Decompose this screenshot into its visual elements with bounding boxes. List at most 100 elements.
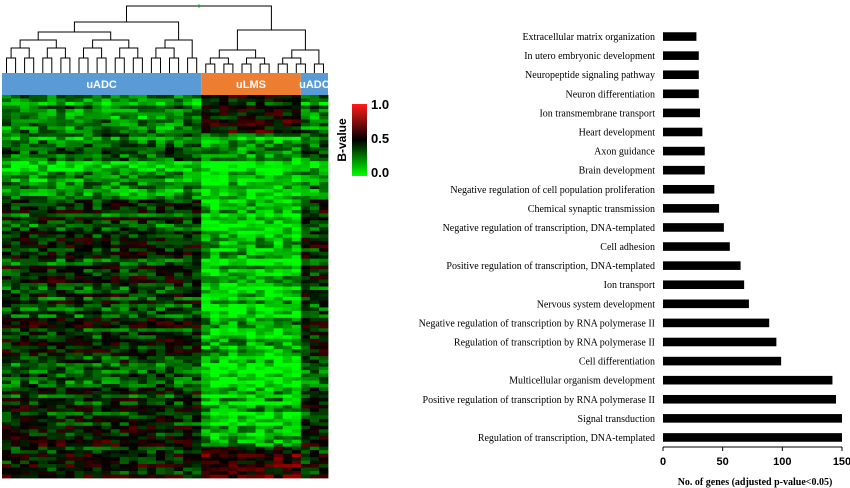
heatmap-cell: [246, 161, 256, 166]
heatmap-cell: [29, 328, 39, 333]
heatmap-cell: [56, 471, 66, 475]
heatmap-cell: [255, 150, 266, 155]
category-label: Positive regulation of transcription, DN…: [446, 261, 655, 272]
heatmap-cell: [155, 122, 166, 127]
heatmap-cell: [282, 394, 293, 399]
heatmap-cell: [309, 216, 320, 221]
heatmap-cell: [29, 289, 39, 294]
heatmap-cell: [300, 276, 311, 280]
heatmap-cell: [219, 429, 229, 434]
category-label: Regulation of transcription, DNA-templat…: [478, 433, 655, 444]
heatmap-cell: [210, 373, 220, 378]
heatmap-cell: [219, 147, 229, 152]
heatmap-cell: [183, 115, 193, 120]
heatmap-cell: [11, 432, 21, 437]
heatmap-cell: [246, 182, 256, 186]
heatmap-cell: [155, 331, 166, 336]
heatmap-cell: [282, 373, 293, 378]
heatmap-cell: [20, 300, 30, 305]
heatmap-cell: [309, 279, 320, 284]
heatmap-cell: [137, 338, 148, 343]
heatmap-cell: [47, 303, 57, 308]
heatmap-cell: [56, 199, 66, 204]
heatmap-cell: [174, 136, 184, 141]
heatmap-cell: [74, 377, 84, 381]
heatmap-cell: [56, 122, 66, 127]
heatmap-cell: [264, 136, 275, 141]
heatmap-cell: [110, 359, 121, 364]
heatmap-cell: [192, 394, 202, 399]
heatmap-cell: [228, 394, 238, 399]
heatmap-cell: [38, 439, 48, 444]
heatmap-cell: [2, 331, 12, 336]
heatmap-cell: [246, 390, 256, 395]
heatmap-cell: [146, 425, 157, 430]
heatmap-cell: [92, 133, 103, 138]
heatmap-cell: [29, 310, 39, 315]
heatmap-cell: [11, 175, 21, 179]
heatmap-cell: [92, 126, 103, 131]
heatmap-cell: [92, 216, 103, 221]
heatmap-cell: [210, 202, 220, 207]
heatmap-cell: [29, 394, 39, 399]
heatmap-cell: [174, 248, 184, 253]
heatmap-cell: [101, 202, 112, 207]
heatmap-cell: [11, 321, 21, 326]
heatmap-cell: [264, 349, 275, 354]
heatmap-cell: [201, 436, 211, 441]
heatmap-cell: [309, 244, 320, 249]
dendrogram-branch: [24, 57, 35, 73]
heatmap-cell: [246, 248, 256, 253]
heatmap-cell: [309, 464, 320, 468]
heatmap-cell: [110, 115, 121, 120]
heatmap-cell: [192, 373, 202, 378]
heatmap-cell: [192, 342, 202, 347]
heatmap-cell: [237, 394, 247, 399]
bar: [663, 299, 749, 309]
heatmap-cell: [11, 450, 21, 455]
heatmap-cell: [155, 237, 166, 242]
heatmap-cell: [65, 443, 75, 448]
heatmap-cell: [137, 140, 148, 145]
heatmap-cell: [246, 150, 256, 155]
heatmap-cell: [264, 321, 275, 326]
heatmap-cell: [83, 234, 93, 239]
heatmap-cell: [318, 436, 329, 441]
heatmap-cell: [20, 453, 30, 458]
heatmap-cell: [201, 251, 211, 256]
heatmap-cell: [210, 251, 220, 256]
heatmap-cell: [165, 157, 175, 162]
heatmap-cell: [119, 150, 130, 155]
heatmap-cell: [29, 199, 39, 204]
heatmap-cell: [282, 380, 293, 385]
heatmap-cell: [47, 425, 57, 430]
heatmap-cell: [146, 206, 157, 211]
heatmap-cell: [29, 202, 39, 207]
heatmap-cell: [74, 279, 84, 284]
heatmap-cell: [228, 129, 238, 134]
heatmap-cell: [2, 147, 12, 152]
heatmap-cell: [137, 335, 148, 340]
heatmap-cell: [137, 457, 148, 461]
heatmap-cell: [291, 269, 302, 273]
heatmap-cell: [264, 168, 275, 172]
heatmap-cell: [92, 307, 103, 312]
heatmap-cell: [119, 95, 130, 99]
heatmap-cell: [309, 317, 320, 322]
heatmap-cell: [74, 237, 84, 242]
heatmap-cell: [273, 415, 284, 420]
heatmap-cell: [183, 230, 193, 235]
heatmap-cell: [309, 168, 320, 172]
heatmap-cell: [309, 394, 320, 399]
heatmap-cell: [38, 415, 48, 420]
heatmap-cell: [255, 154, 266, 159]
heatmap-cell: [101, 359, 112, 364]
heatmap-cell: [83, 129, 93, 134]
heatmap-cell: [255, 363, 266, 367]
heatmap-cell: [228, 185, 238, 190]
heatmap-cell: [11, 471, 21, 475]
heatmap-cell: [137, 241, 148, 246]
heatmap-cell: [237, 390, 247, 395]
heatmap-cell: [228, 199, 238, 204]
heatmap-cell: [165, 317, 175, 322]
